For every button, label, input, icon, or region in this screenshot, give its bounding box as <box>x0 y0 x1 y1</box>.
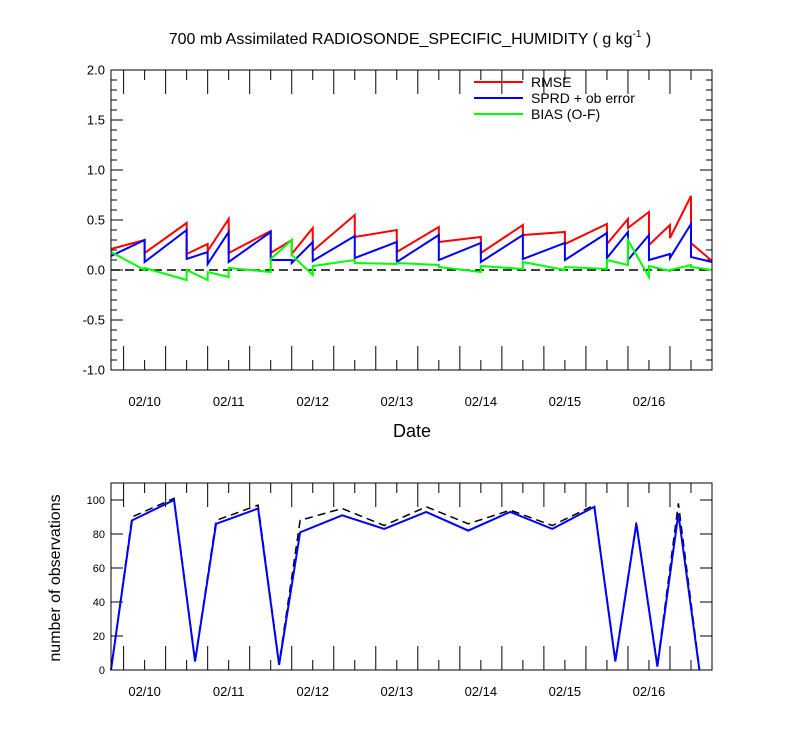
y-tick-label: 1.0 <box>87 163 105 178</box>
y-tick-label: 0 <box>99 665 105 677</box>
x-tick-label: 02/13 <box>381 394 414 409</box>
x-tick-label: 02/14 <box>465 394 498 409</box>
top-axis-ticks <box>111 69 713 371</box>
series-line-assimilated <box>110 498 701 671</box>
y-tick-label: -1.0 <box>83 363 105 378</box>
bottom-y-tick-labels: 0 20 40 60 80 100 <box>87 495 105 677</box>
chart-title: 700 mb Assimilated RADIOSONDE_SPECIFIC_H… <box>169 29 652 48</box>
top-series <box>110 195 713 282</box>
bottom-series <box>110 497 701 671</box>
y-tick-label: 0.0 <box>87 263 105 278</box>
x-tick-label: 02/13 <box>381 684 414 699</box>
series-line-bias-o-f <box>110 236 713 282</box>
top-y-tick-labels: -1.0 -0.5 0.0 0.5 1.0 1.5 2.0 <box>83 63 105 378</box>
y-tick-label: 2.0 <box>87 63 105 78</box>
series-line-total <box>110 497 701 671</box>
top-plot-frame <box>110 69 713 371</box>
bottom-axis-ticks <box>111 483 713 671</box>
y-tick-label: -0.5 <box>83 313 105 328</box>
x-tick-label: 02/12 <box>296 684 329 699</box>
top-x-tick-labels: 02/10 02/11 02/12 02/13 02/14 02/15 02/16 <box>128 394 665 409</box>
x-tick-label: 02/15 <box>549 394 582 409</box>
x-tick-label: 02/16 <box>633 684 666 699</box>
legend-label: SPRD + ob error <box>531 90 635 106</box>
y-tick-label: 40 <box>93 597 105 609</box>
x-tick-label: 02/11 <box>213 684 245 699</box>
y-axis-label: number of observations <box>47 494 64 661</box>
top-panel: -1.0-0.50.00.51.01.52.0 02/10 02/11 02/12 0… <box>83 63 713 441</box>
series-line-rmse <box>110 195 713 262</box>
y-tick-label: 1.5 <box>87 113 105 128</box>
y-tick-label: 20 <box>93 631 105 643</box>
series-line-sprd-ob-error <box>110 220 713 268</box>
x-tick-label: 02/15 <box>549 684 582 699</box>
x-tick-label: 02/12 <box>296 394 329 409</box>
x-tick-label: 02/10 <box>128 394 161 409</box>
x-tick-label: 02/10 <box>128 684 161 699</box>
x-tick-label: 02/11 <box>213 394 245 409</box>
y-tick-label: 0.5 <box>87 213 105 228</box>
x-axis-label: Date <box>393 421 431 441</box>
legend-label: RMSE <box>531 74 571 90</box>
y-tick-label: 80 <box>93 529 105 541</box>
y-tick-label: 100 <box>87 495 105 507</box>
bottom-plot-frame <box>110 482 713 671</box>
x-tick-label: 02/14 <box>465 684 498 699</box>
y-tick-label: 60 <box>93 563 105 575</box>
bottom-x-tick-labels: 02/10 02/11 02/12 02/13 02/14 02/15 02/16 <box>128 684 665 699</box>
legend-label: BIAS (O-F) <box>531 106 600 122</box>
x-tick-label: 02/16 <box>633 394 666 409</box>
